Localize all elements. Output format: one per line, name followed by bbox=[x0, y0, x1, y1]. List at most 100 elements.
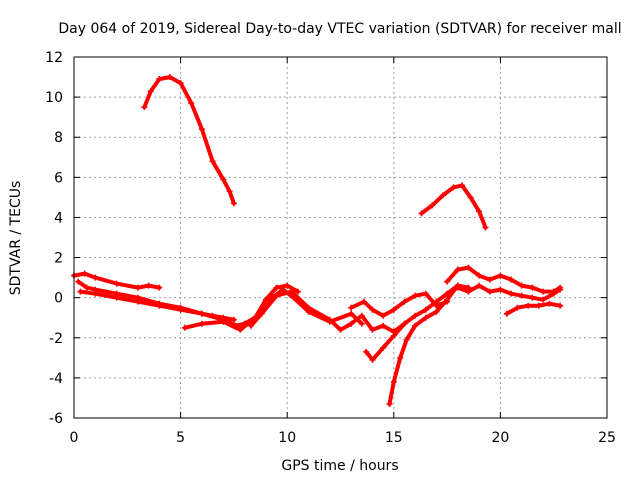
y-tick-label: 2 bbox=[54, 251, 63, 267]
series-arc13 bbox=[504, 301, 563, 316]
data-point bbox=[141, 104, 148, 111]
data-point bbox=[156, 302, 163, 309]
data-point bbox=[348, 304, 355, 311]
data-point bbox=[177, 80, 184, 87]
data-point bbox=[145, 282, 152, 289]
data-point bbox=[514, 304, 521, 311]
data-point bbox=[83, 284, 90, 291]
plot-frame bbox=[73, 56, 608, 419]
data-point bbox=[508, 276, 515, 283]
data-point bbox=[290, 294, 297, 301]
data-point bbox=[465, 264, 472, 271]
data-point bbox=[422, 306, 429, 313]
data-point bbox=[497, 272, 504, 279]
data-point bbox=[401, 298, 408, 305]
data-point bbox=[358, 320, 365, 327]
data-point bbox=[156, 76, 163, 83]
data-point bbox=[497, 286, 504, 293]
data-point bbox=[476, 282, 483, 289]
data-point bbox=[363, 348, 370, 355]
data-point bbox=[397, 354, 404, 361]
series-arc1-markers bbox=[141, 74, 237, 207]
data-point bbox=[358, 312, 365, 319]
data-point bbox=[156, 284, 163, 291]
data-point bbox=[181, 324, 188, 331]
data-point bbox=[412, 292, 419, 299]
data-point bbox=[390, 306, 397, 313]
data-point bbox=[546, 300, 553, 307]
data-point bbox=[433, 308, 440, 315]
data-point bbox=[540, 288, 547, 295]
data-point bbox=[380, 344, 387, 351]
data-point bbox=[220, 318, 227, 325]
data-point bbox=[230, 316, 237, 323]
data-point bbox=[305, 308, 312, 315]
data-point bbox=[439, 192, 446, 199]
data-point bbox=[390, 332, 397, 339]
data-point bbox=[134, 298, 141, 305]
data-point bbox=[237, 326, 244, 333]
data-point bbox=[412, 312, 419, 319]
data-point bbox=[418, 210, 425, 217]
x-tick-label: 10 bbox=[278, 430, 296, 446]
series-arc10-markers bbox=[386, 282, 461, 407]
y-tick-label: -2 bbox=[49, 331, 63, 347]
data-point bbox=[220, 176, 227, 183]
data-point bbox=[403, 336, 410, 343]
data-point bbox=[198, 310, 205, 317]
series-arc6-markers bbox=[181, 282, 301, 333]
series-arc5 bbox=[78, 289, 236, 322]
data-point bbox=[166, 74, 173, 81]
data-point bbox=[258, 310, 265, 317]
data-point bbox=[433, 298, 440, 305]
data-point bbox=[262, 296, 269, 303]
data-point bbox=[198, 126, 205, 133]
data-point bbox=[390, 378, 397, 385]
data-point bbox=[422, 290, 429, 297]
series-arc7-markers bbox=[247, 286, 365, 329]
data-point bbox=[444, 290, 451, 297]
data-point bbox=[369, 306, 376, 313]
data-point bbox=[503, 310, 510, 317]
data-point bbox=[348, 310, 355, 317]
data-point bbox=[459, 182, 466, 189]
data-point bbox=[147, 88, 154, 95]
data-point bbox=[226, 188, 233, 195]
data-point bbox=[77, 288, 84, 295]
data-point bbox=[486, 276, 493, 283]
data-point bbox=[92, 274, 99, 281]
data-point bbox=[294, 288, 301, 295]
data-point bbox=[525, 302, 532, 309]
data-point bbox=[247, 322, 254, 329]
data-point bbox=[482, 224, 489, 231]
data-point bbox=[476, 272, 483, 279]
y-tick-label: 12 bbox=[45, 50, 63, 66]
data-point bbox=[188, 100, 195, 107]
data-point bbox=[444, 296, 451, 303]
series-arc5-markers bbox=[77, 288, 237, 323]
y-tick-label: -4 bbox=[49, 371, 63, 387]
y-tick-label: -6 bbox=[49, 411, 63, 427]
y-tick-label: 6 bbox=[54, 170, 63, 186]
data-point bbox=[75, 278, 82, 285]
series-arc8 bbox=[349, 291, 450, 318]
data-point bbox=[535, 302, 542, 309]
x-tick-label: 5 bbox=[176, 430, 185, 446]
y-tick-label: 8 bbox=[54, 130, 63, 146]
x-tick-label: 0 bbox=[70, 430, 79, 446]
data-point bbox=[508, 290, 515, 297]
y-tick-label: 0 bbox=[54, 291, 63, 307]
x-tick-label: 15 bbox=[385, 430, 403, 446]
data-point bbox=[476, 208, 483, 215]
data-point bbox=[454, 284, 461, 291]
data-point bbox=[269, 294, 276, 301]
data-point bbox=[337, 326, 344, 333]
data-point bbox=[557, 302, 564, 309]
data-point bbox=[209, 312, 216, 319]
data-point bbox=[348, 320, 355, 327]
axis-ticks: 0 5 10 15 20 25 -6 -4 -2 0 2 4 6 8 10 12 bbox=[45, 50, 616, 446]
data-point bbox=[429, 202, 436, 209]
y-tick-label: 4 bbox=[54, 210, 63, 226]
series-arc2 bbox=[419, 183, 488, 230]
